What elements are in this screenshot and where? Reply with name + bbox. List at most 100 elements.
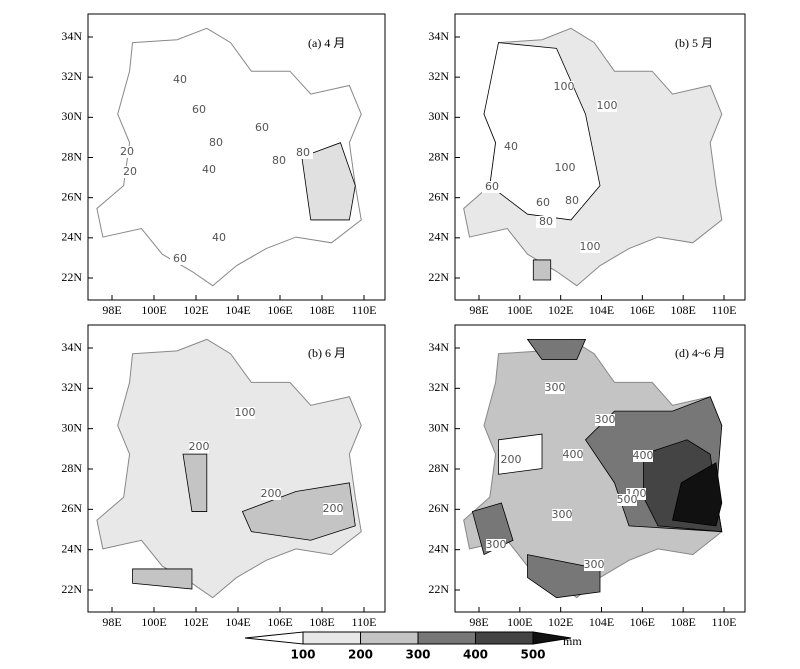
- y-tick-label: 30N: [61, 109, 82, 123]
- contour-label: 80: [296, 146, 310, 159]
- map-panel: 34N 32N 30N 28N 26N 24N 22N 98E 100E 102E 104E 106E…: [61, 13, 386, 317]
- map-panel: 34N 32N 30N 28N 26N 24N 22N 98E 100E 102E 104E 106E…: [61, 324, 386, 629]
- label-bg: [117, 146, 137, 158]
- contour-label: 300: [545, 381, 566, 394]
- label-bg: [597, 100, 617, 112]
- y-tick-label: 22N: [428, 582, 449, 596]
- shaded-area: [241, 482, 356, 541]
- x-tick-label: 106E: [630, 303, 655, 317]
- colorbar-bin: [360, 631, 419, 645]
- contour-label: 80: [209, 136, 223, 149]
- colorbar-label: 300: [405, 648, 430, 662]
- y-tick-label: 24N: [61, 541, 82, 555]
- label-bg: [209, 232, 229, 244]
- contour-label: 40: [504, 140, 518, 153]
- y-tick-label: 34N: [428, 340, 449, 354]
- panel-label: (b) 6 月: [308, 346, 346, 360]
- y-tick-label: 26N: [428, 501, 449, 515]
- contour-label: 200: [501, 453, 522, 466]
- x-tick-label: 106E: [630, 615, 655, 629]
- y-tick-label: 34N: [61, 29, 82, 43]
- region: [96, 27, 362, 287]
- y-tick-label: 26N: [61, 501, 82, 515]
- contour-label: 200: [189, 440, 210, 453]
- y-tick-label: 28N: [428, 461, 449, 475]
- contour-label: 200: [323, 502, 344, 515]
- label-bg: [595, 414, 615, 426]
- x-tick-label: 108E: [670, 615, 695, 629]
- label-bg: [269, 155, 289, 167]
- contour-label: 20: [123, 165, 137, 178]
- contour-label: 80: [565, 194, 579, 207]
- x-tick-label: 104E: [589, 303, 614, 317]
- y-tick-label: 26N: [61, 189, 82, 203]
- x-tick-label: 110E: [712, 303, 737, 317]
- x-tick-label: 100E: [141, 615, 166, 629]
- x-tick-label: 102E: [548, 303, 573, 317]
- label-bg: [552, 509, 572, 521]
- y-tick-label: 24N: [428, 541, 449, 555]
- map-panel: 34N 32N 30N 28N 26N 24N 22N 98E 100E 102E 104E 106E…: [428, 13, 746, 317]
- shaded-area: [532, 259, 552, 281]
- colorbar: 100 200 300 400 500 mm: [244, 631, 582, 662]
- label-bg: [482, 181, 502, 193]
- label-bg: [617, 494, 637, 506]
- x-tick-label: 100E: [507, 615, 532, 629]
- label-bg: [501, 141, 521, 153]
- contour-label: 40: [173, 73, 187, 86]
- label-bg: [189, 104, 209, 116]
- contour-label: 100: [554, 80, 575, 93]
- colorbar-bin: [475, 631, 534, 645]
- contour-label: 40: [212, 231, 226, 244]
- label-bg: [293, 147, 313, 159]
- label-bg: [189, 441, 209, 453]
- colorbar-label: 100: [290, 648, 315, 662]
- y-tick-label: 32N: [61, 69, 82, 83]
- label-bg: [501, 454, 521, 466]
- x-tick-label: 110E: [352, 615, 377, 629]
- contour-label: 100: [235, 406, 256, 419]
- colorbar-unit: mm: [563, 634, 582, 648]
- y-tick-label: 34N: [61, 340, 82, 354]
- x-tick-label: 108E: [309, 303, 334, 317]
- x-tick-label: 98E: [469, 303, 488, 317]
- colorbar-bin: [417, 631, 476, 645]
- x-tick-label: 98E: [469, 615, 488, 629]
- colorbar-label: 400: [463, 648, 488, 662]
- contour-label: 300: [584, 558, 605, 571]
- label-bg: [545, 382, 565, 394]
- label-bg: [486, 539, 506, 551]
- x-tick-label: 102E: [548, 615, 573, 629]
- shaded-area: [672, 462, 723, 527]
- map-panel: 34N 32N 30N 28N 26N 24N 22N 98E 100E 102E 104E 106E…: [428, 324, 746, 629]
- contour-label: 60: [255, 121, 269, 134]
- x-tick-label: 102E: [183, 303, 208, 317]
- shaded-area: [132, 568, 193, 590]
- x-tick-label: 98E: [102, 615, 121, 629]
- contour-label: 200: [261, 487, 282, 500]
- x-tick-label: 104E: [225, 615, 250, 629]
- y-tick-label: 34N: [428, 29, 449, 43]
- contour-label: 60: [192, 103, 206, 116]
- label-bg: [252, 122, 272, 134]
- x-tick-label: 108E: [670, 303, 695, 317]
- shaded-area: [526, 338, 587, 360]
- y-tick-label: 30N: [428, 420, 449, 434]
- colorbar-low: [244, 631, 304, 645]
- region: [96, 338, 362, 599]
- colorbar-bin: [302, 631, 361, 645]
- label-bg: [536, 216, 556, 228]
- label-bg: [555, 162, 575, 174]
- contour-label: 60: [173, 252, 187, 265]
- contour-label: 20: [120, 145, 134, 158]
- label-bg: [584, 559, 604, 571]
- x-tick-label: 102E: [183, 615, 208, 629]
- x-tick-label: 104E: [225, 303, 250, 317]
- label-bg: [206, 137, 226, 149]
- label-bg: [562, 195, 582, 207]
- contour-label: 100: [555, 161, 576, 174]
- y-tick-label: 28N: [428, 149, 449, 163]
- label-bg: [554, 81, 574, 93]
- contour-label: 60: [536, 196, 550, 209]
